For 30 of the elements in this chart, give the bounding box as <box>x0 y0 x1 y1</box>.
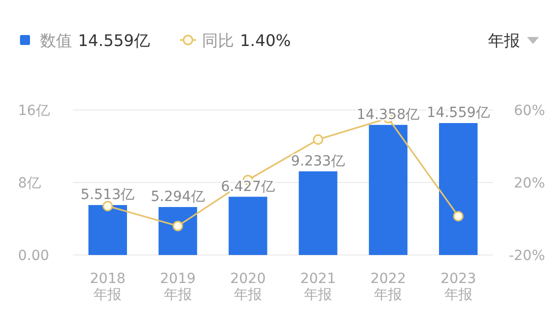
data-label: 14.559亿 <box>426 105 490 122</box>
point <box>172 220 184 232</box>
y2-tick-label: 60% <box>514 102 545 119</box>
y-tick-label: 8亿 <box>18 175 41 192</box>
data-label: 14.358亿 <box>356 106 420 123</box>
x-tick-label: 2021 年报 <box>300 271 336 303</box>
x-tick-label: 2020 年报 <box>230 271 266 303</box>
bar <box>158 207 198 255</box>
bar <box>439 123 478 255</box>
y2-tick-label: 20% <box>514 175 545 192</box>
bar <box>88 205 127 255</box>
x-tick-label: 2019 年报 <box>160 271 196 303</box>
x-tick-label: 2018 年报 <box>90 271 126 303</box>
y-tick-label: 0.00 <box>18 248 50 264</box>
bar <box>368 124 408 255</box>
point <box>312 134 324 145</box>
bar <box>298 171 338 255</box>
data-label: 5.513亿 <box>80 187 135 204</box>
text: 年报 <box>488 31 520 50</box>
legend-label: 数值 14.559亿 <box>40 31 150 50</box>
point <box>453 210 464 222</box>
data-label: 5.294亿 <box>150 189 205 206</box>
legend-label: 同比 1.40% <box>202 31 291 50</box>
y-tick-label: 16亿 <box>18 102 50 119</box>
bar <box>228 196 268 255</box>
x-tick-label: 2022 年报 <box>370 271 406 303</box>
data-label: 9.233亿 <box>291 153 346 170</box>
point <box>102 200 113 212</box>
x-tick-label: 2023 年报 <box>440 271 476 303</box>
y2-tick-label: -20% <box>508 248 545 264</box>
